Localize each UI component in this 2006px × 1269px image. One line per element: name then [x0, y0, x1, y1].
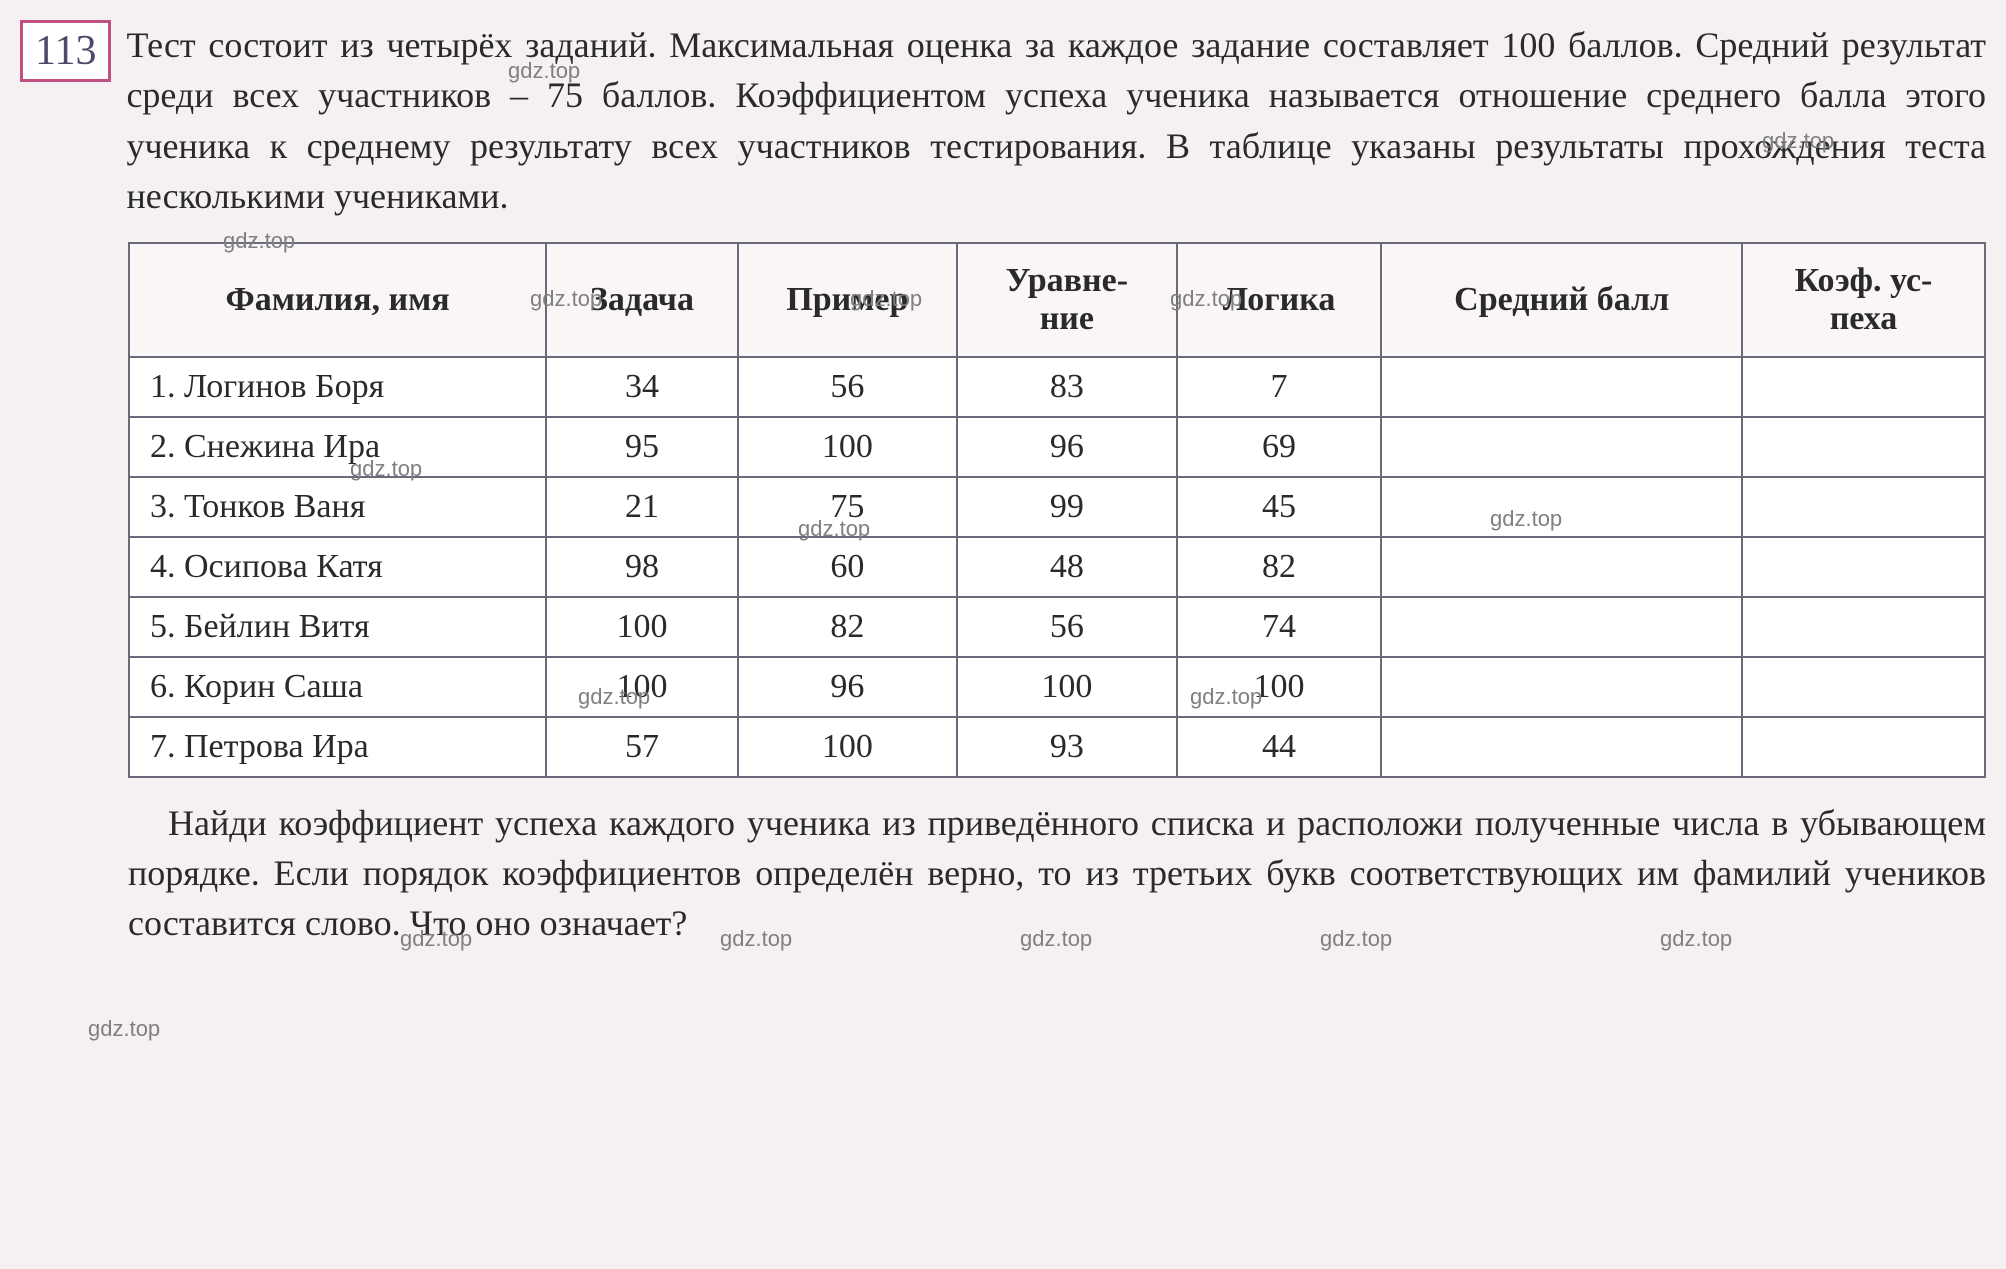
table-row: 5. Бейлин Витя 100 82 56 74 [129, 597, 1985, 657]
header-logic: Логика [1177, 243, 1382, 357]
cell-logic: 100 [1177, 657, 1382, 717]
cell-name: 4. Осипова Катя [129, 537, 546, 597]
cell-avg [1381, 357, 1742, 417]
cell-coef [1742, 717, 1985, 777]
cell-avg [1381, 597, 1742, 657]
table-row: 7. Петрова Ира 57 100 93 44 [129, 717, 1985, 777]
cell-name: 6. Корин Саша [129, 657, 546, 717]
cell-equation: 99 [957, 477, 1177, 537]
cell-example: 100 [738, 417, 957, 477]
table-row: 2. Снежина Ира 95 100 96 69 [129, 417, 1985, 477]
table-header-row: Фамилия, имя Задача Пример Уравне-ние Ло… [129, 243, 1985, 357]
table-row: 6. Корин Саша 100 96 100 100 [129, 657, 1985, 717]
cell-coef [1742, 477, 1985, 537]
table-row: 1. Логинов Боря 34 56 83 7 [129, 357, 1985, 417]
cell-example: 60 [738, 537, 957, 597]
cell-name: 5. Бейлин Витя [129, 597, 546, 657]
cell-name: 1. Логинов Боря [129, 357, 546, 417]
problem-header: 113 Тест состоит из четырёх заданий. Мак… [20, 20, 1986, 242]
table-body: 1. Логинов Боря 34 56 83 7 2. Снежина Ир… [129, 357, 1985, 777]
cell-avg [1381, 537, 1742, 597]
cell-task: 57 [546, 717, 738, 777]
table-row: 3. Тонков Ваня 21 75 99 45 [129, 477, 1985, 537]
cell-task: 34 [546, 357, 738, 417]
cell-equation: 56 [957, 597, 1177, 657]
cell-avg [1381, 717, 1742, 777]
cell-coef [1742, 417, 1985, 477]
header-name: Фамилия, имя [129, 243, 546, 357]
cell-name: 3. Тонков Ваня [129, 477, 546, 537]
cell-task: 95 [546, 417, 738, 477]
cell-example: 56 [738, 357, 957, 417]
header-avg: Средний балл [1381, 243, 1742, 357]
cell-equation: 93 [957, 717, 1177, 777]
cell-avg [1381, 417, 1742, 477]
table-row: 4. Осипова Катя 98 60 48 82 [129, 537, 1985, 597]
problem-paragraph-2: Найди коэффициент успеха каждого ученика… [128, 798, 1986, 949]
cell-coef [1742, 537, 1985, 597]
cell-example: 100 [738, 717, 957, 777]
cell-coef [1742, 357, 1985, 417]
cell-logic: 82 [1177, 537, 1382, 597]
problem-paragraph-1: Тест состоит из четырёх заданий. Максима… [126, 20, 1986, 222]
cell-equation: 48 [957, 537, 1177, 597]
cell-task: 21 [546, 477, 738, 537]
cell-name: 7. Петрова Ира [129, 717, 546, 777]
cell-task: 100 [546, 657, 738, 717]
header-equation: Уравне-ние [957, 243, 1177, 357]
cell-name: 2. Снежина Ира [129, 417, 546, 477]
cell-logic: 7 [1177, 357, 1382, 417]
cell-logic: 74 [1177, 597, 1382, 657]
cell-coef [1742, 597, 1985, 657]
cell-coef [1742, 657, 1985, 717]
cell-task: 98 [546, 537, 738, 597]
cell-logic: 69 [1177, 417, 1382, 477]
cell-equation: 83 [957, 357, 1177, 417]
cell-example: 96 [738, 657, 957, 717]
cell-logic: 44 [1177, 717, 1382, 777]
cell-equation: 96 [957, 417, 1177, 477]
cell-task: 100 [546, 597, 738, 657]
problem-container: 113 Тест состоит из четырёх заданий. Мак… [20, 20, 1986, 949]
results-table: Фамилия, имя Задача Пример Уравне-ние Ло… [128, 242, 1986, 778]
header-task: Задача [546, 243, 738, 357]
problem-number-badge: 113 [20, 20, 111, 82]
cell-avg [1381, 657, 1742, 717]
header-coef: Коэф. ус-пеха [1742, 243, 1985, 357]
header-example: Пример [738, 243, 957, 357]
cell-equation: 100 [957, 657, 1177, 717]
cell-logic: 45 [1177, 477, 1382, 537]
cell-example: 82 [738, 597, 957, 657]
cell-example: 75 [738, 477, 957, 537]
cell-avg [1381, 477, 1742, 537]
watermark-text: gdz.top [88, 1016, 160, 1042]
